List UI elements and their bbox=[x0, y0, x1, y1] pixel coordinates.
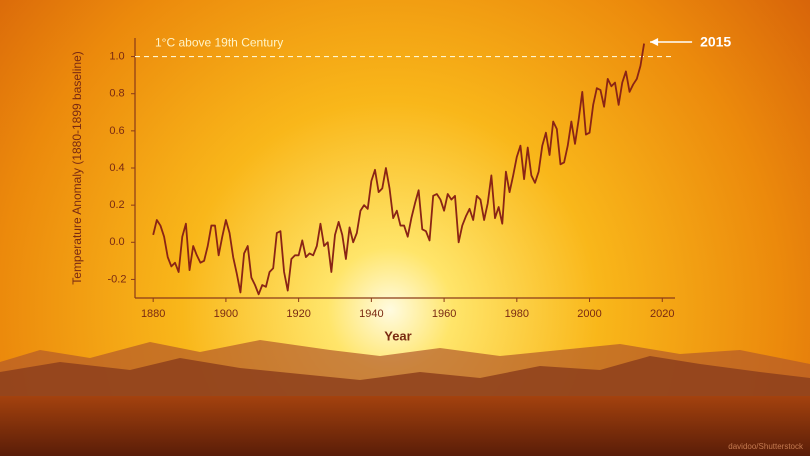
ground bbox=[0, 396, 810, 456]
x-tick-label: 1880 bbox=[141, 308, 165, 320]
y-tick-label: 0.6 bbox=[109, 125, 124, 137]
credit: davidoo/Shutterstock bbox=[728, 442, 804, 451]
data-line bbox=[152, 43, 645, 296]
y-tick-label: 0.4 bbox=[109, 162, 124, 174]
x-tick-label: 1980 bbox=[505, 308, 529, 320]
reference-label: 1°C above 19th Century bbox=[155, 36, 283, 50]
x-tick-label: 1940 bbox=[359, 308, 383, 320]
y-tick-label: 1.0 bbox=[109, 50, 124, 62]
y-axis-title: Temperature Anomaly (1880-1899 baseline) bbox=[70, 51, 84, 284]
x-tick-label: 1920 bbox=[286, 308, 310, 320]
x-tick-label: 2020 bbox=[650, 308, 674, 320]
highlight-label: 2015 bbox=[700, 34, 731, 50]
x-tick-label: 1960 bbox=[432, 308, 456, 320]
highlight-arrowhead bbox=[650, 38, 659, 46]
y-tick-label: -0.2 bbox=[108, 273, 127, 285]
y-tick-label: 0.2 bbox=[109, 199, 124, 211]
x-axis-title: Year bbox=[384, 328, 411, 343]
y-tick-label: 0.0 bbox=[109, 236, 124, 248]
x-tick-label: 2000 bbox=[577, 308, 601, 320]
x-tick-label: 1900 bbox=[214, 308, 238, 320]
y-tick-label: 0.8 bbox=[109, 88, 124, 100]
near-mountains bbox=[0, 356, 810, 400]
